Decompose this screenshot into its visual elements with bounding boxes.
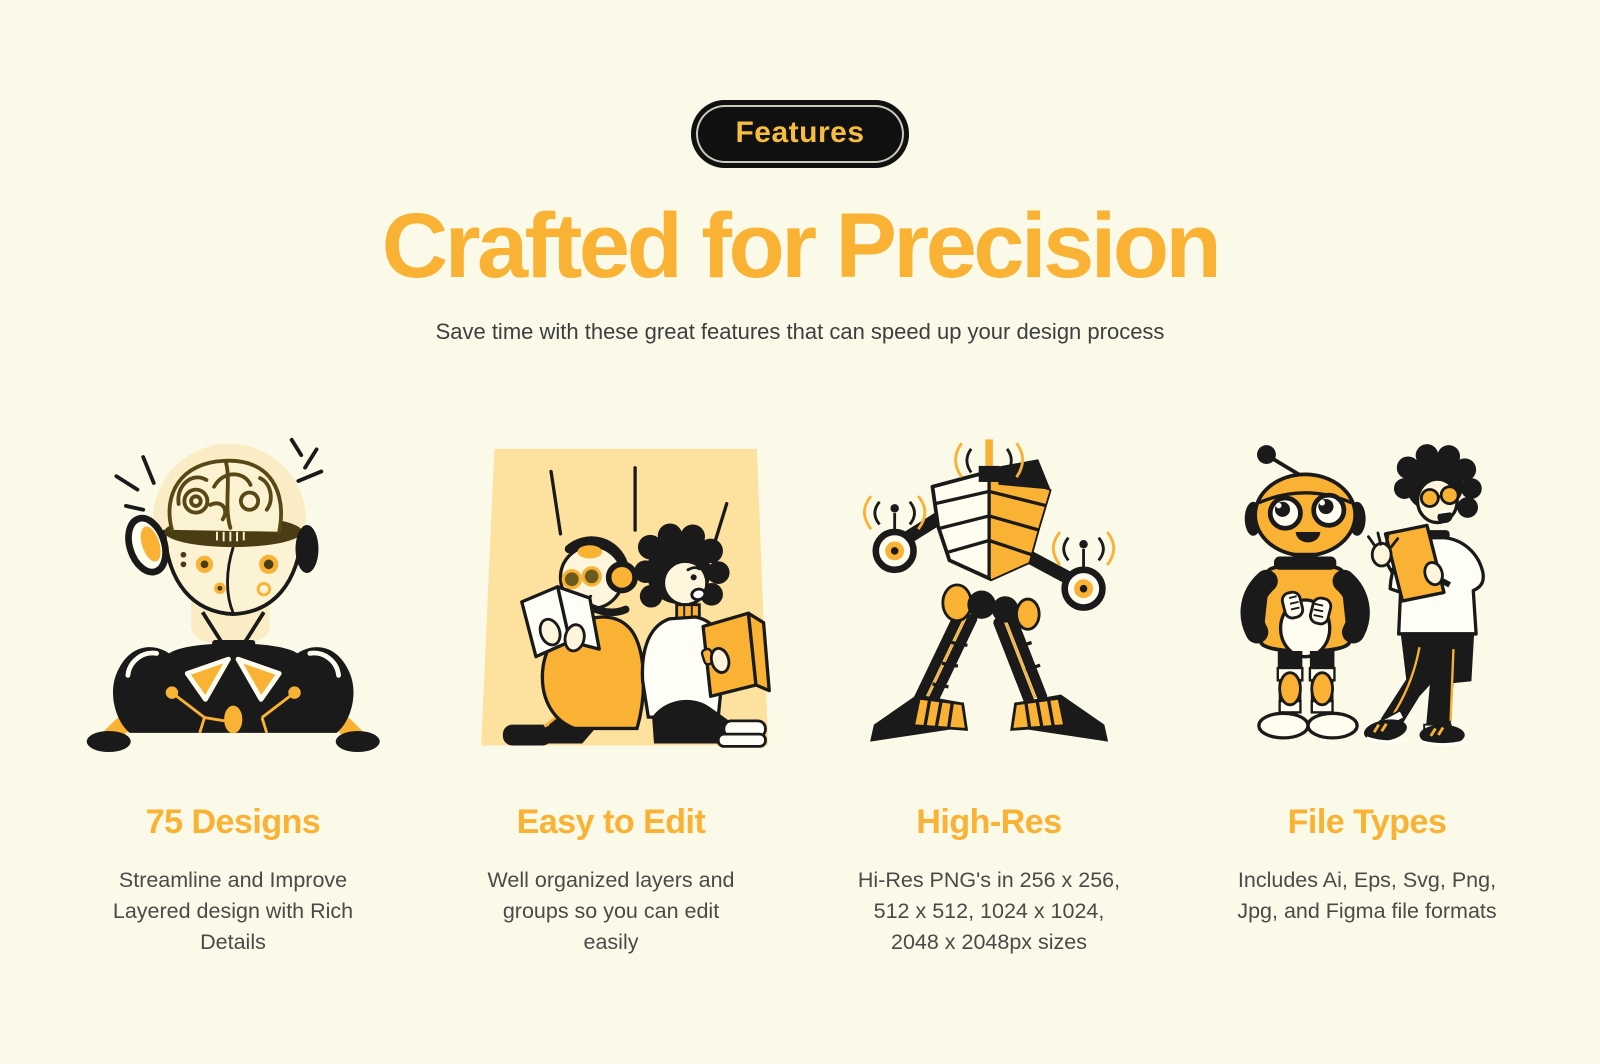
- brain: [167, 458, 283, 534]
- section-subheading: Save time with these great features that…: [435, 319, 1165, 344]
- top-antenna: [954, 439, 1024, 482]
- reader-with-folder: [634, 523, 772, 748]
- open-book: [520, 585, 602, 659]
- robot-and-person-illustration: [1206, 405, 1527, 753]
- robot-brain-icon: [86, 437, 380, 753]
- robot-hands: [1281, 590, 1333, 626]
- robot-and-person-icon: [1240, 444, 1486, 746]
- feature-description: Streamline and Improve Layered design wi…: [112, 868, 354, 955]
- legs: [912, 609, 1048, 711]
- feature-card-75-designs: 75 Designs Streamline and Improve Layere…: [44, 405, 422, 959]
- robot-smile: [1296, 532, 1321, 543]
- feature-card-easy-to-edit: Easy to Edit Well organized layers and g…: [422, 405, 800, 959]
- feature-card-file-types: File Types Includes Ai, Eps, Svg, Png, J…: [1178, 405, 1556, 959]
- robot-eyes: [1268, 492, 1347, 531]
- feature-title: Easy to Edit: [516, 803, 706, 841]
- robot-legs: [1277, 650, 1337, 714]
- yellow-folder: [701, 611, 772, 698]
- robot-open-head-brain-illustration: [80, 405, 386, 753]
- right-wheel-hand: [1051, 531, 1116, 611]
- glasses: [562, 566, 603, 590]
- spread-hand: [1367, 531, 1400, 568]
- feature-description: Well organized layers and groups so you …: [487, 868, 735, 955]
- sneakers: [1364, 719, 1466, 746]
- person-reading: [1364, 444, 1486, 746]
- features-grid: 75 Designs Streamline and Improve Layere…: [0, 405, 1600, 959]
- head-rivets: [180, 551, 279, 597]
- tripod-robot-icon: [862, 439, 1116, 742]
- torso: [112, 643, 354, 733]
- features-badge: Features: [691, 100, 909, 168]
- hands: [539, 617, 587, 653]
- feature-title: 75 Designs: [145, 803, 321, 841]
- person-glasses: [1420, 485, 1461, 508]
- circuit-lines: [165, 686, 301, 734]
- feature-description: Hi-Res PNG's in 256 x 256, 512 x 512, 10…: [857, 868, 1121, 955]
- hip-joints: [941, 583, 1041, 631]
- headphones: [565, 536, 639, 594]
- features-section: Features Crafted for Precision Save time…: [0, 0, 1600, 345]
- spark-lines: [114, 437, 324, 512]
- two-readers-icon: [481, 448, 772, 748]
- feet: [870, 694, 1108, 742]
- feature-title: High-Res: [916, 803, 1062, 841]
- two-readers-illustration: [450, 405, 772, 753]
- white-shoes: [717, 719, 768, 748]
- tripod-robot-illustration: [838, 405, 1140, 753]
- feature-title: File Types: [1287, 803, 1447, 841]
- reader-with-headphones: [503, 536, 646, 746]
- ear-discs: [124, 514, 319, 576]
- chest-triangles: [184, 656, 282, 702]
- left-wheel-hand: [862, 495, 927, 574]
- robot-shoes: [1257, 711, 1360, 740]
- feature-card-high-res: High-Res Hi-Res PNG's in 256 x 256, 512 …: [800, 405, 1178, 959]
- section-heading: Crafted for Precision: [381, 195, 1222, 297]
- feature-description: Includes Ai, Eps, Svg, Png, Jpg, and Fig…: [1237, 868, 1497, 924]
- cute-robot: [1240, 445, 1371, 740]
